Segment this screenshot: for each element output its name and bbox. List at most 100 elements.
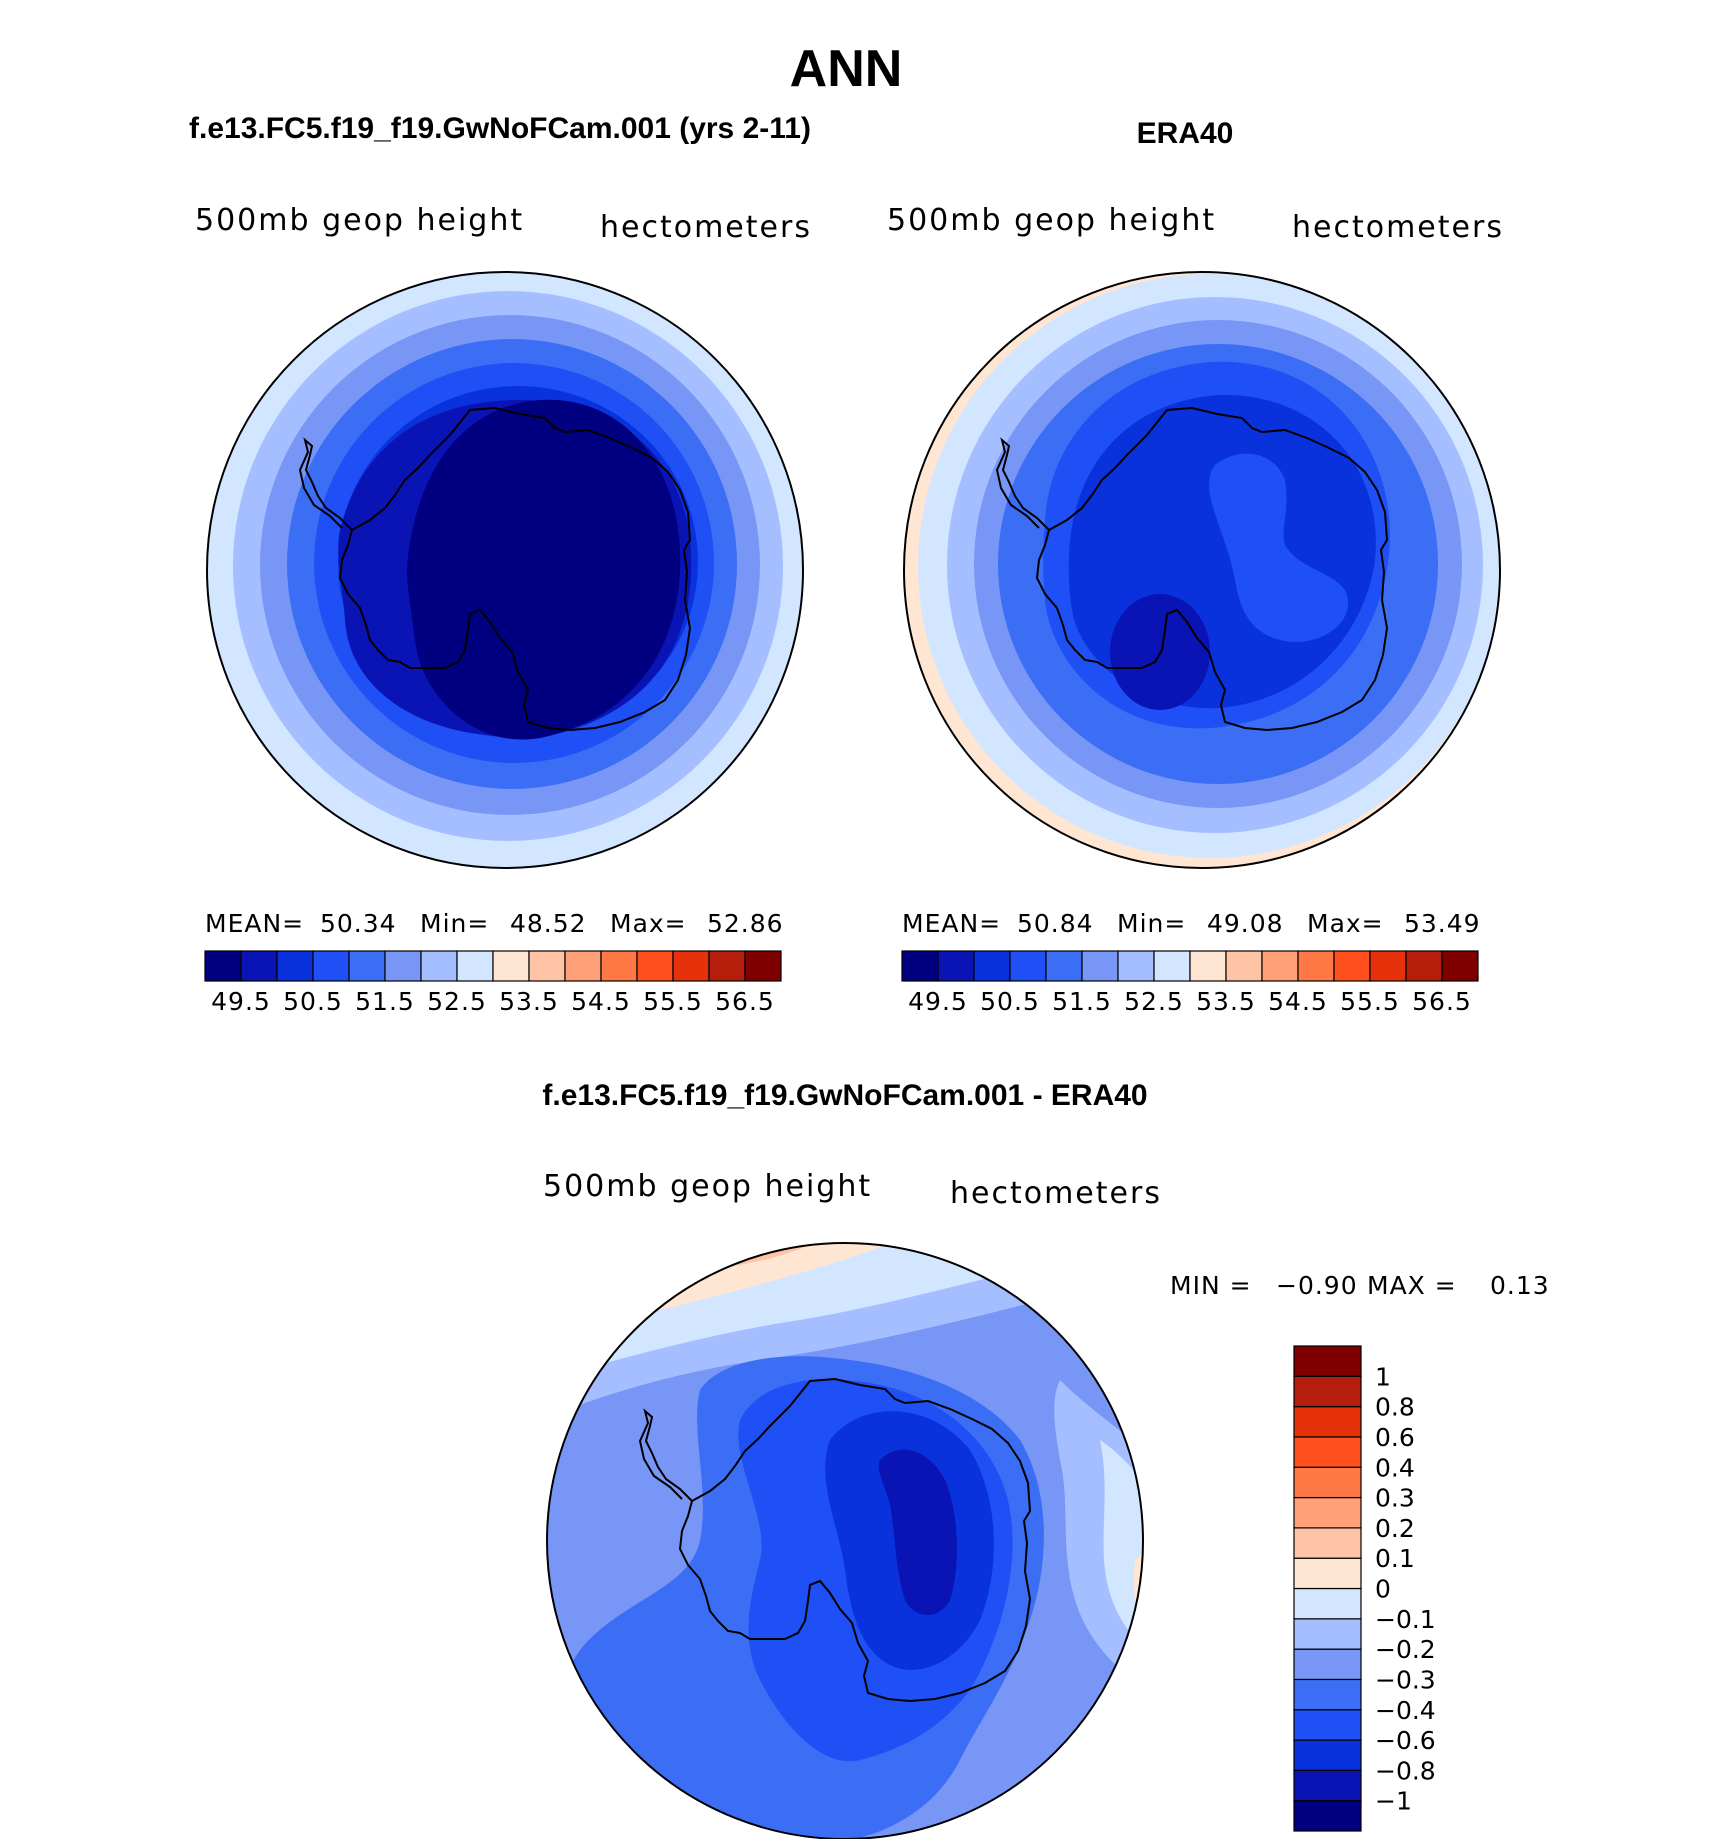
colorbar-swatch xyxy=(1081,950,1119,982)
panel-obs-map-border xyxy=(903,271,1501,869)
colorbar-swatch xyxy=(420,950,458,982)
colorbar-swatch xyxy=(564,950,602,982)
colorbar-swatch xyxy=(1293,1800,1362,1832)
colorbar-tick-label: 52.5 xyxy=(427,987,487,1016)
colorbar-tick-label: −0.1 xyxy=(1375,1605,1436,1634)
colorbar-swatch xyxy=(636,950,674,982)
stat-max-label: Max= xyxy=(1307,909,1384,938)
colorbar-swatch xyxy=(1293,1345,1362,1377)
colorbar-tick-label: 0.2 xyxy=(1375,1514,1415,1543)
colorbar-tick-label: −0.3 xyxy=(1375,1665,1436,1694)
colorbar-swatch xyxy=(973,950,1011,982)
colorbar-tick-label: 0.8 xyxy=(1375,1393,1415,1422)
colorbar-tick-label: 55.5 xyxy=(643,987,703,1016)
colorbar-swatch xyxy=(204,950,242,982)
stat-min-label: MIN = xyxy=(1170,1271,1252,1300)
colorbar-swatch xyxy=(901,950,939,982)
colorbar-tick-label: 54.5 xyxy=(1268,987,1328,1016)
colorbar-swatch xyxy=(1405,950,1443,982)
colorbar-swatch xyxy=(240,950,278,982)
colorbar-swatch xyxy=(1261,950,1299,982)
stat-max-value: 0.13 xyxy=(1490,1271,1550,1300)
stat-mean-label: MEAN= xyxy=(902,909,1001,938)
panel-model-title: f.e13.FC5.f19_f19.GwNoFCam.001 (yrs 2-11… xyxy=(189,112,811,145)
colorbar-swatch xyxy=(1225,950,1263,982)
stat-min-label: Min= xyxy=(1117,909,1186,938)
main-title: ANN xyxy=(790,40,903,98)
colorbar-tick-label: −0.6 xyxy=(1375,1726,1436,1755)
colorbar-swatch xyxy=(1297,950,1335,982)
colorbar-swatch xyxy=(1293,1375,1362,1408)
colorbar-tick-label: 0 xyxy=(1375,1575,1391,1604)
stat-max-label: MAX = xyxy=(1367,1271,1457,1300)
panel-model-map-border xyxy=(206,271,804,869)
colorbar-swatch xyxy=(1293,1406,1362,1438)
panel-model-stats: MEAN= 50.34 Min= 48.52 Max= 52.86 xyxy=(205,909,784,938)
colorbar-swatch xyxy=(528,950,566,982)
panel-model: f.e13.FC5.f19_f19.GwNoFCam.001 (yrs 2-11… xyxy=(189,112,812,1016)
colorbar-tick-label: 55.5 xyxy=(1340,987,1400,1016)
colorbar-tick-label: −1 xyxy=(1375,1787,1412,1816)
panel-model-variable: 500mb geop height xyxy=(195,203,524,238)
colorbar-swatch xyxy=(1293,1527,1362,1559)
colorbar-tick-label: 50.5 xyxy=(980,987,1040,1016)
colorbar-swatch xyxy=(1293,1618,1362,1650)
stat-min-label: Min= xyxy=(420,909,489,938)
colorbar-tick-label: 51.5 xyxy=(355,987,415,1016)
colorbar-swatch xyxy=(276,950,314,982)
colorbar-swatch xyxy=(1189,950,1227,982)
panel-diff-colorbar: 10.80.60.40.30.20.10−0.1−0.2−0.3−0.4−0.6… xyxy=(1293,1345,1436,1832)
panel-diff-title: f.e13.FC5.f19_f19.GwNoFCam.001 - ERA40 xyxy=(542,1079,1147,1112)
colorbar-tick-label: 0.6 xyxy=(1375,1423,1415,1452)
stat-max-label: Max= xyxy=(610,909,687,938)
colorbar-tick-label: −0.4 xyxy=(1375,1696,1436,1725)
colorbar-swatch xyxy=(492,950,530,982)
panel-model-map xyxy=(207,272,803,868)
colorbar-swatch xyxy=(1293,1466,1362,1499)
colorbar-swatch xyxy=(1293,1769,1362,1802)
colorbar-swatch xyxy=(312,950,350,982)
colorbar-swatch xyxy=(384,950,422,982)
colorbar-swatch xyxy=(1293,1557,1362,1590)
panel-model-units: hectometers xyxy=(600,210,812,245)
colorbar-tick-label: 54.5 xyxy=(571,987,631,1016)
stat-mean-value: 50.84 xyxy=(1017,909,1094,938)
colorbar-swatch xyxy=(1293,1587,1362,1620)
panel-diff-map-border xyxy=(546,1242,1144,1839)
colorbar-tick-label: 53.5 xyxy=(1196,987,1256,1016)
panel-obs: ERA40 500mb geop height hectometers MEAN… xyxy=(887,117,1502,1016)
colorbar-tick-label: 53.5 xyxy=(499,987,559,1016)
colorbar-swatch xyxy=(708,950,746,982)
stat-max-value: 52.86 xyxy=(707,909,784,938)
colorbar-swatch xyxy=(1009,950,1047,982)
colorbar-tick-label: 52.5 xyxy=(1124,987,1184,1016)
colorbar-tick-label: 0.4 xyxy=(1375,1453,1415,1482)
colorbar-tick-label: −0.2 xyxy=(1375,1635,1436,1664)
panel-diff: f.e13.FC5.f19_f19.GwNoFCam.001 - ERA40 5… xyxy=(542,1079,1550,1839)
panel-obs-map xyxy=(904,272,1500,868)
colorbar-swatch xyxy=(1333,950,1371,982)
colorbar-swatch xyxy=(744,950,782,982)
colorbar-swatch xyxy=(1293,1496,1362,1529)
stat-min-value: 49.08 xyxy=(1207,909,1284,938)
colorbar-swatch xyxy=(1293,1678,1362,1711)
colorbar-swatch xyxy=(1441,950,1479,982)
colorbar-swatch xyxy=(1293,1648,1362,1681)
colorbar-tick-label: 49.5 xyxy=(211,987,271,1016)
colorbar-tick-label: 50.5 xyxy=(283,987,343,1016)
panel-diff-units: hectometers xyxy=(950,1176,1162,1211)
colorbar-swatch xyxy=(1045,950,1083,982)
stat-max-value: 53.49 xyxy=(1404,909,1481,938)
colorbar-swatch xyxy=(1153,950,1191,982)
colorbar-tick-label: 1 xyxy=(1375,1362,1391,1391)
colorbar-swatch xyxy=(672,950,710,982)
stat-min-value: −0.90 xyxy=(1276,1271,1358,1300)
colorbar-swatch xyxy=(600,950,638,982)
panel-obs-title: ERA40 xyxy=(1137,117,1234,150)
colorbar-swatch xyxy=(348,950,386,982)
colorbar-swatch xyxy=(937,950,975,982)
colorbar-swatch xyxy=(1369,950,1407,982)
panel-model-colorbar: 49.5 50.5 51.5 52.5 53.5 54.5 55.5 56.5 xyxy=(204,950,782,1016)
stat-mean-label: MEAN= xyxy=(205,909,304,938)
